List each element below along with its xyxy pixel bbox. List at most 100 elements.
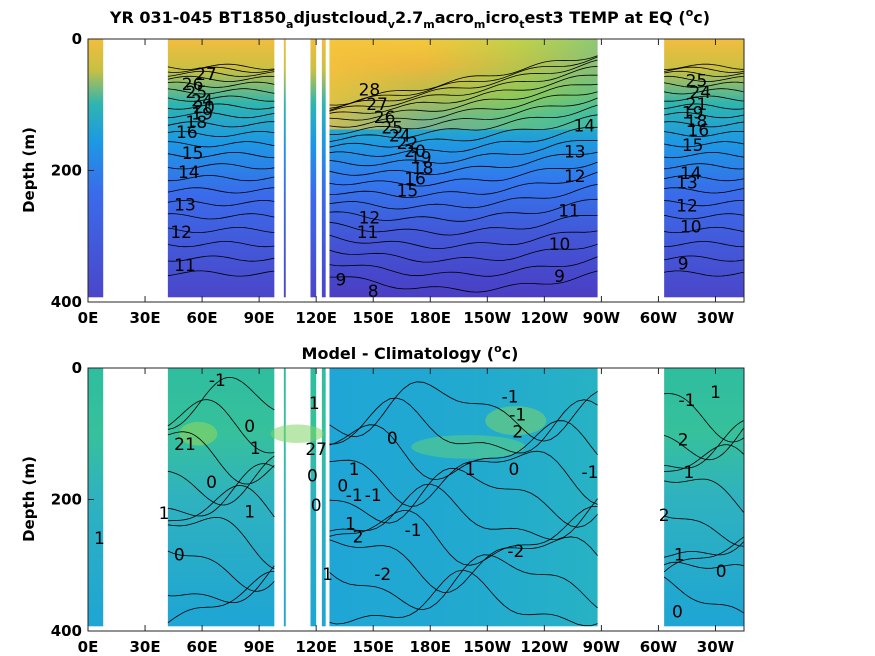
top-contour-label: 16 (404, 170, 426, 190)
top-contour-line (329, 74, 598, 114)
top-contour-line (329, 114, 598, 148)
bottom-contour-label: -1 (346, 486, 363, 506)
top-contour-label: 25 (186, 83, 208, 103)
top-contour-line (664, 66, 744, 73)
top-contour-label: 14 (178, 163, 200, 183)
top-panel: 2726252420191816151413121128272625242220… (51, 30, 745, 327)
top-contour-line (167, 75, 275, 82)
top-contour-line (664, 187, 744, 194)
top-contour-label: 9 (335, 270, 346, 290)
top-contour-label: 22 (397, 134, 419, 154)
bottom-xtick-label: 30W (697, 638, 735, 656)
top-contour-line (664, 163, 744, 170)
top-contour-line (329, 55, 598, 106)
bottom-contour-label: 2 (659, 506, 670, 526)
top-contour-label: 12 (564, 167, 586, 187)
top-xtick-label: 30W (697, 309, 735, 327)
bottom-contour-label: 21 (174, 435, 196, 455)
top-contour-label: 19 (682, 103, 704, 123)
top-contour-label: 15 (182, 144, 204, 164)
bottom-contour-label: -1 (582, 463, 599, 483)
bottom-xtick-label: 150E (352, 638, 394, 656)
bottom-contour-label: 1 (244, 503, 255, 523)
top-contour-label: 25 (381, 118, 403, 138)
bottom-xtick-label: 60E (187, 638, 218, 656)
top-contour-line (329, 97, 598, 135)
bottom-contour-label: -1 (209, 371, 226, 391)
top-contour-line (329, 243, 598, 263)
top-contour-line (329, 126, 598, 157)
bottom-contour-line (329, 467, 598, 528)
bottom-contour-line (664, 420, 744, 469)
top-ylabel: Depth (m) (20, 127, 38, 213)
bottom-contour-line (664, 478, 744, 514)
bottom-contour-label: 1 (349, 460, 360, 480)
top-contour-label: 20 (404, 142, 426, 162)
bottom-contour-line (167, 571, 275, 624)
bottom-xtick-label: 30E (129, 638, 160, 656)
bottom-contour-line (329, 483, 598, 540)
top-contour-label: 26 (374, 108, 396, 128)
top-contour-line (167, 95, 275, 102)
bottom-contour-label: 0 (337, 476, 348, 496)
top-contour-label: 11 (174, 256, 196, 276)
top-contour-line (664, 121, 744, 128)
bottom-anomaly-blob (270, 424, 324, 443)
bottom-contour-label: 2 (353, 528, 364, 548)
top-contour-line (664, 112, 744, 119)
bottom-contour-label: 0 (311, 496, 322, 516)
top-contour-label: 18 (412, 159, 434, 179)
bottom-field (88, 368, 744, 627)
top-contour-line (664, 200, 744, 207)
bottom-contour-line (329, 450, 598, 507)
top-contour-label: 13 (174, 195, 196, 215)
top-contour-line (167, 270, 275, 277)
top-contour-line (329, 256, 598, 277)
top-contour-label: 24 (689, 83, 711, 103)
bottom-xtick-label: 150W (463, 638, 511, 656)
bottom-contour-line (329, 420, 598, 481)
top-contour-line (167, 227, 275, 233)
bottom-contour-line (167, 550, 275, 592)
bottom-contour-line (664, 541, 744, 558)
top-contour-line (329, 151, 598, 176)
top-contour-line (664, 241, 744, 248)
bottom-contour-line (329, 569, 598, 627)
top-contour-line (167, 152, 275, 159)
bottom-contour-label: 0 (244, 417, 255, 437)
top-contour-line (664, 70, 744, 77)
top-contour-line (329, 140, 598, 167)
top-contour-line (664, 213, 744, 220)
top-contour-line (167, 131, 275, 137)
bottom-contour-label: 0 (174, 545, 185, 565)
top-contour-line (664, 175, 744, 182)
top-contour-label: 26 (182, 75, 204, 95)
bottom-contour-label: 1 (683, 463, 694, 483)
bottom-contour-label: -1 (502, 388, 519, 408)
top-contour-line (664, 95, 744, 102)
top-contour-label: 16 (176, 123, 198, 143)
top-xtick-label: 150E (352, 309, 394, 327)
bottom-contour-label: 1 (322, 565, 333, 585)
top-ocean-segment (283, 39, 286, 298)
top-contour-line (167, 141, 275, 148)
top-contour-line (167, 66, 275, 73)
bottom-contour-label: -1 (509, 405, 526, 425)
bottom-contour-label: 1 (674, 545, 685, 565)
top-contour-line (664, 88, 744, 95)
bottom-contour-label: 0 (509, 460, 520, 480)
top-contour-line (329, 56, 598, 109)
bottom-contour-label: 1 (309, 394, 320, 414)
top-contour-label: 27 (366, 95, 388, 115)
top-contour-label: 18 (686, 112, 708, 132)
top-title: YR 031-045 BT1850adjustcloudv2.7macromic… (109, 6, 710, 31)
top-contour-line (167, 200, 275, 207)
top-ytick-label: 400 (51, 293, 82, 311)
bottom-ytick-label: 0 (72, 359, 82, 377)
bottom-contour-line (167, 399, 275, 454)
top-contour-label: 19 (191, 105, 213, 125)
top-contour-line (167, 175, 275, 182)
bottom-contour-lines (167, 376, 744, 627)
